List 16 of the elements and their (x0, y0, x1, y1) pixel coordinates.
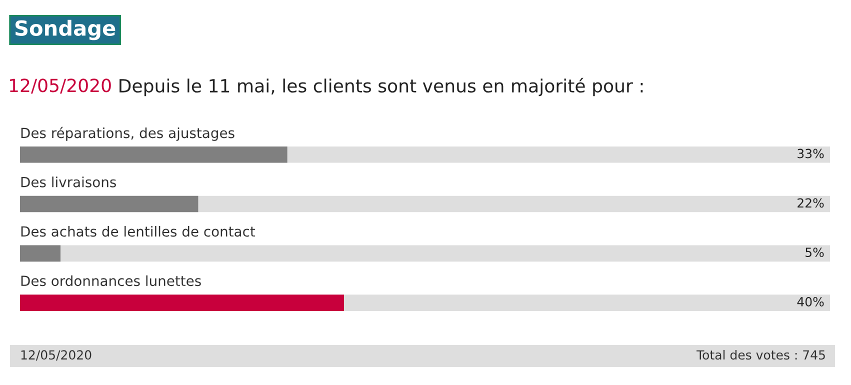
chart-subtitle: Depuis le 11 mai, les clients sont venus en majorité pour : (120, 78, 643, 96)
text: 12/05/2020 (10, 78, 111, 94)
chart-title: Sondage (15, 20, 116, 40)
bar (20, 245, 60, 262)
data-label: 5% (806, 248, 824, 258)
data-label: 22% (798, 198, 824, 208)
bar (20, 196, 198, 212)
data-label: 33% (798, 148, 824, 158)
text: Total des votes : 745 (696, 350, 825, 360)
y-tick-label: Des achats de lentilles de contact (21, 226, 256, 237)
y-tick-label: Des ordonnances lunettes (21, 275, 201, 286)
text: 12/05/2020 (21, 350, 92, 361)
y-tick-label: Des réparations, des ajustages (21, 126, 234, 141)
bar (20, 146, 288, 163)
data-label: 40% (797, 297, 824, 306)
y-tick-label: Des livraisons (21, 176, 116, 188)
